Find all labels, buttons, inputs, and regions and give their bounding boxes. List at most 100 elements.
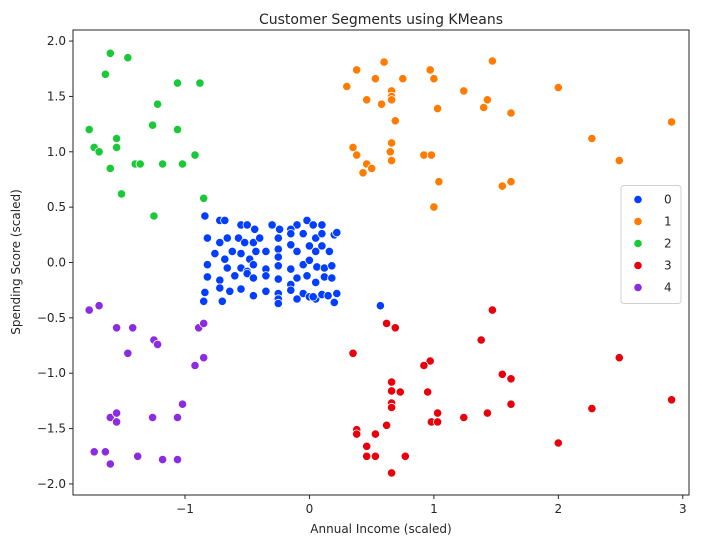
point-cluster-1 xyxy=(376,99,387,109)
point-cluster-4 xyxy=(172,454,183,465)
point-cluster-3 xyxy=(553,438,563,448)
point-cluster-0 xyxy=(311,277,321,287)
legend-label: 1 xyxy=(664,215,672,229)
point-cluster-0 xyxy=(312,262,322,272)
point-cluster-3 xyxy=(352,429,362,439)
point-cluster-3 xyxy=(390,323,400,333)
point-cluster-0 xyxy=(304,255,314,265)
point-cluster-0 xyxy=(292,246,302,256)
point-cluster-0 xyxy=(292,220,302,230)
point-cluster-0 xyxy=(236,249,246,259)
point-cluster-3 xyxy=(395,387,405,397)
point-cluster-0 xyxy=(200,287,210,297)
x-tick-label: 2 xyxy=(555,502,563,516)
legend-marker xyxy=(633,194,643,205)
point-cluster-0 xyxy=(317,241,327,251)
point-cluster-2 xyxy=(135,159,145,169)
point-cluster-0 xyxy=(215,238,225,248)
y-tick-label: 1.5 xyxy=(47,89,66,103)
point-cluster-0 xyxy=(215,275,225,285)
point-cluster-0 xyxy=(329,297,339,307)
point-cluster-0 xyxy=(274,224,285,234)
point-cluster-1 xyxy=(614,156,624,166)
point-cluster-0 xyxy=(273,233,283,243)
point-cluster-2 xyxy=(112,133,122,144)
x-tick-label: 3 xyxy=(679,502,687,516)
point-cluster-0 xyxy=(317,220,327,230)
point-cluster-3 xyxy=(348,348,358,358)
point-cluster-0 xyxy=(317,229,327,239)
point-cluster-0 xyxy=(251,246,261,256)
point-cluster-1 xyxy=(370,74,380,84)
point-cluster-3 xyxy=(370,429,380,439)
point-cluster-2 xyxy=(190,150,200,160)
point-cluster-3 xyxy=(487,305,497,315)
point-cluster-4 xyxy=(112,408,122,418)
point-cluster-0 xyxy=(202,272,212,282)
point-cluster-4 xyxy=(199,353,209,363)
legend-marker xyxy=(633,238,643,249)
point-cluster-0 xyxy=(302,215,312,225)
point-cluster-1 xyxy=(385,147,395,157)
point-cluster-0 xyxy=(250,224,260,234)
point-cluster-0 xyxy=(327,273,337,283)
point-cluster-1 xyxy=(553,83,563,93)
point-cluster-0 xyxy=(292,294,302,304)
point-cluster-0 xyxy=(225,286,235,296)
point-cluster-1 xyxy=(432,104,443,114)
point-cluster-3 xyxy=(419,360,429,371)
point-cluster-0 xyxy=(202,260,212,270)
y-axis-label: Spending Score (scaled) xyxy=(9,189,23,335)
point-cluster-3 xyxy=(386,402,397,413)
point-cluster-1 xyxy=(487,56,497,66)
point-cluster-1 xyxy=(434,177,444,187)
legend-box xyxy=(620,185,682,304)
point-cluster-0 xyxy=(215,283,225,293)
point-cluster-3 xyxy=(425,356,435,366)
legend-label: 3 xyxy=(664,259,672,273)
point-cluster-0 xyxy=(304,241,314,251)
point-cluster-0 xyxy=(286,264,296,274)
point-cluster-3 xyxy=(482,408,492,418)
point-cluster-2 xyxy=(123,53,133,63)
point-cluster-3 xyxy=(400,451,410,461)
point-cluster-3 xyxy=(362,451,372,461)
legend-label: 0 xyxy=(664,193,672,207)
legend-marker xyxy=(633,282,643,293)
point-cluster-0 xyxy=(220,254,230,264)
point-cluster-2 xyxy=(153,99,163,109)
point-cluster-3 xyxy=(666,395,677,405)
x-axis-label: Annual Income (scaled) xyxy=(310,522,451,536)
point-cluster-4 xyxy=(123,348,133,358)
point-cluster-2 xyxy=(149,211,159,221)
y-tick-label: 0.5 xyxy=(47,200,66,214)
point-cluster-0 xyxy=(248,291,258,301)
point-cluster-2 xyxy=(105,48,115,58)
point-cluster-2 xyxy=(172,78,183,88)
point-cluster-1 xyxy=(390,116,400,126)
point-cluster-0 xyxy=(311,246,321,256)
y-tick-label: 2.0 xyxy=(47,34,66,48)
point-cluster-4 xyxy=(105,459,115,469)
point-cluster-2 xyxy=(177,159,188,169)
point-cluster-0 xyxy=(292,273,302,283)
point-cluster-1 xyxy=(429,202,439,212)
point-cluster-0 xyxy=(332,228,342,238)
point-cluster-0 xyxy=(227,246,237,256)
point-cluster-1 xyxy=(352,150,362,160)
point-cluster-0 xyxy=(202,233,212,243)
point-cluster-0 xyxy=(230,271,240,281)
point-cluster-2 xyxy=(105,163,115,173)
point-cluster-4 xyxy=(199,318,209,328)
point-cluster-4 xyxy=(172,412,183,423)
point-cluster-3 xyxy=(506,374,516,384)
point-cluster-0 xyxy=(261,246,271,256)
point-cluster-2 xyxy=(199,193,209,203)
legend-marker xyxy=(633,260,643,271)
point-cluster-4 xyxy=(158,454,168,465)
point-cluster-2 xyxy=(100,69,111,79)
point-cluster-1 xyxy=(506,108,516,118)
point-cluster-0 xyxy=(199,296,209,306)
point-cluster-2 xyxy=(158,159,168,169)
point-cluster-2 xyxy=(148,120,158,130)
